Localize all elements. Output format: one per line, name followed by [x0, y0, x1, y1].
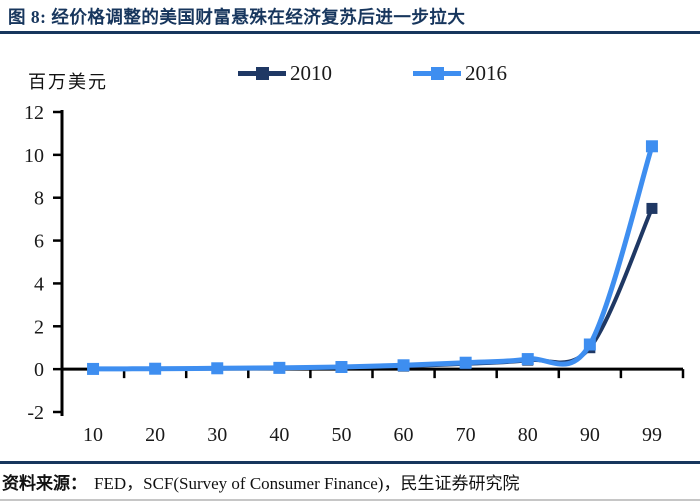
- legend-label-2010: 2010: [290, 61, 332, 85]
- bottom-rule: [0, 499, 700, 501]
- chart-legend: 2010 2016: [0, 60, 700, 86]
- series-marker-2010: [646, 202, 658, 214]
- legend-label-2016: 2016: [465, 61, 507, 85]
- title-rule: [0, 31, 700, 34]
- y-tick-label: 10: [24, 145, 44, 167]
- y-axis-unit-label: 百万美元: [28, 72, 108, 92]
- series-marker-2016: [273, 361, 286, 374]
- series-marker-2016: [459, 356, 472, 369]
- x-tick-label: 30: [207, 424, 227, 446]
- footer-rule: [0, 461, 700, 464]
- y-tick-label: 2: [34, 316, 44, 338]
- figure-title: 图 8: 经价格调整的美国财富悬殊在经济复苏后进一步拉大: [8, 7, 466, 27]
- series-line-2016: [90, 143, 655, 372]
- x-tick-label: 70: [456, 424, 476, 446]
- source-note: 资料来源： FED，SCF(Survey of Consumer Finance)…: [2, 469, 698, 494]
- source-text: FED，SCF(Survey of Consumer Finance)，民生证券…: [94, 474, 520, 493]
- legend-item-2016: 2016: [413, 60, 507, 86]
- series-marker-2016: [149, 362, 162, 375]
- y-tick-label: 12: [24, 102, 44, 124]
- x-tick-label: 90: [580, 424, 600, 446]
- legend-line-marker-2016-icon: [413, 60, 461, 86]
- series-marker-2016: [211, 362, 224, 375]
- legend-square-2010: [256, 67, 269, 80]
- x-tick-label: 20: [145, 424, 165, 446]
- series-marker-2016: [397, 359, 410, 372]
- series-marker-2016: [87, 362, 100, 375]
- series-marker-2016: [335, 361, 348, 373]
- x-tick-label: 60: [394, 424, 414, 446]
- y-tick-label: -2: [27, 402, 44, 424]
- x-tick-label: 40: [269, 424, 289, 446]
- source-label: 资料来源：: [2, 474, 87, 493]
- y-tick-label: 4: [34, 273, 44, 295]
- series-marker-2016: [645, 140, 658, 153]
- x-tick-label: 99: [642, 424, 662, 446]
- y-tick-label: 0: [34, 359, 44, 381]
- legend-line-marker-2010-icon: [238, 60, 286, 86]
- series-marker-2016: [583, 338, 596, 351]
- legend-square-2016: [431, 67, 444, 80]
- legend-item-2010: 2010: [238, 60, 332, 86]
- y-tick-label: 8: [34, 188, 44, 210]
- series-line-2010: [91, 206, 654, 371]
- x-tick-label: 80: [518, 424, 538, 446]
- x-tick-label: 10: [83, 424, 103, 446]
- y-tick-label: 6: [34, 231, 44, 253]
- x-tick-label: 50: [331, 424, 351, 446]
- series-marker-2016: [521, 353, 534, 366]
